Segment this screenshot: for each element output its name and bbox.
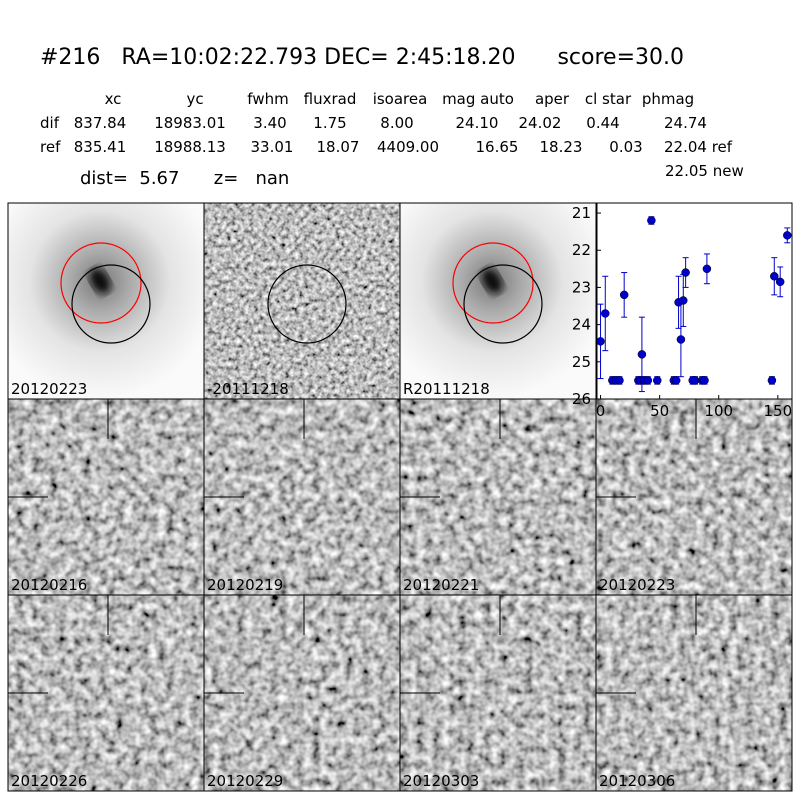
data-point	[601, 309, 610, 318]
panel-label: 20120229	[207, 772, 283, 790]
panel-label: 20120303	[403, 772, 479, 790]
data-point	[770, 272, 779, 281]
image-panel: 20120306	[595, 594, 793, 792]
x-tick-label: 0	[596, 402, 606, 420]
column-header: aper	[535, 90, 570, 108]
table-cell: 835.41	[74, 138, 127, 156]
table-cell: 8.00	[380, 114, 413, 132]
data-point	[647, 216, 656, 225]
table-cell: 3.40	[253, 114, 286, 132]
dist: dist= 5.67 z= nan	[80, 168, 289, 189]
data-point	[690, 376, 700, 385]
circle-marker	[452, 242, 534, 324]
data-point	[702, 264, 712, 274]
y-tick-label: 21	[572, 204, 591, 222]
column-header: fwhm	[247, 90, 288, 108]
table-cell: 837.84	[74, 114, 127, 132]
table-cell: 18.07	[317, 138, 360, 156]
panel-label: 20120223	[599, 576, 675, 594]
image-panel: 20120303	[399, 594, 597, 792]
circle-marker	[267, 264, 347, 344]
table-cell: 33.01	[251, 138, 294, 156]
table-cell: 0.03	[609, 138, 642, 156]
data-point	[700, 376, 709, 385]
data-point	[681, 268, 690, 277]
image-panel: 20120223	[7, 202, 205, 400]
table-cell: dif	[40, 114, 60, 132]
image-panel: 20120219	[203, 398, 401, 596]
table-cell: 18988.13	[154, 138, 226, 156]
circle-marker	[60, 242, 142, 324]
y-tick-label: 25	[572, 353, 591, 371]
data-point	[676, 335, 686, 344]
image-panel: R20111218	[399, 202, 597, 400]
data-point	[619, 290, 629, 300]
image-panel: 20120223	[595, 398, 793, 596]
table-cell: 1.75	[313, 114, 346, 132]
plot-area	[596, 202, 793, 400]
panel-label: R20111218	[403, 380, 490, 398]
data-point	[775, 277, 785, 287]
data-point	[767, 376, 777, 385]
table-cell: 0.44	[586, 114, 619, 132]
y-tick-label: 24	[572, 316, 591, 334]
column-header: xc	[105, 90, 122, 108]
column-header: fluxrad	[304, 90, 357, 108]
data-point	[679, 296, 688, 305]
extra: 22.05 new	[665, 162, 744, 180]
table-cell: 24.10	[456, 114, 499, 132]
circle-marker	[71, 264, 151, 344]
table-cell: 22.04 ref	[664, 138, 733, 156]
panel-label: 20120306	[599, 772, 675, 790]
x-tick-label: 100	[704, 402, 733, 420]
y-tick-label: 26	[572, 390, 591, 408]
image-panel: -20111218	[203, 202, 401, 400]
title: #216 RA=10:02:22.793 DEC= 2:45:18.20 sco…	[40, 45, 684, 70]
table-cell: 24.02	[519, 114, 562, 132]
panel-label: 20120216	[11, 576, 87, 594]
image-panel: 20120229	[203, 594, 401, 792]
circle-marker	[463, 264, 543, 344]
table-cell: 24.74	[664, 114, 707, 132]
panel-label: 20120219	[207, 576, 283, 594]
panel-label: 20120226	[11, 772, 87, 790]
column-header: isoarea	[373, 90, 428, 108]
table-cell: 16.65	[476, 138, 519, 156]
image-panel: 20120226	[7, 594, 205, 792]
data-point	[637, 350, 647, 359]
column-header: cl star	[585, 90, 632, 108]
data-point	[671, 376, 681, 385]
y-tick-label: 23	[572, 278, 591, 296]
panel-label: 20120221	[403, 576, 479, 594]
x-tick-label: 50	[650, 402, 669, 420]
data-point	[596, 337, 605, 346]
image-panel: 20120221	[399, 398, 597, 596]
data-point	[615, 376, 624, 385]
data-point	[643, 376, 653, 385]
column-header: yc	[186, 90, 203, 108]
image-panel: 20120216	[7, 398, 205, 596]
panel-label: 20120223	[11, 380, 87, 398]
column-header: mag auto	[442, 90, 514, 108]
panel-label: -20111218	[207, 380, 289, 398]
column-header: phmag	[642, 90, 694, 108]
x-tick-label: 150	[763, 402, 792, 420]
data-point	[653, 376, 662, 385]
table-cell: ref	[40, 138, 61, 156]
table-cell: 18983.01	[154, 114, 226, 132]
table-cell: 4409.00	[377, 138, 439, 156]
y-tick-label: 22	[572, 241, 591, 259]
data-point	[783, 231, 792, 240]
table-cell: 18.23	[540, 138, 583, 156]
